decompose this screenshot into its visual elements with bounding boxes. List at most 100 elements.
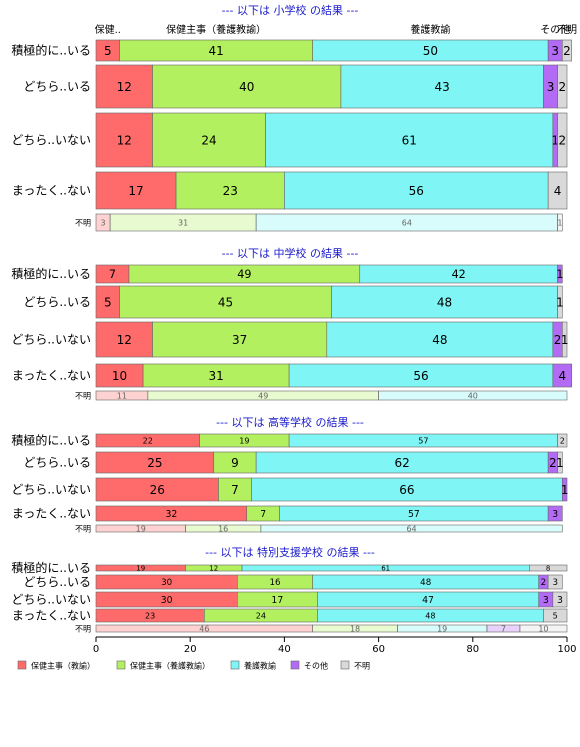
data-label: 40 <box>239 80 254 94</box>
data-label: 62 <box>395 456 410 470</box>
data-label: 43 <box>435 80 450 94</box>
data-label: 16 <box>218 524 228 533</box>
data-label: 32 <box>165 509 177 520</box>
data-label: 57 <box>418 436 428 445</box>
data-label: 2 <box>563 44 571 58</box>
data-label: 56 <box>409 184 424 198</box>
data-label: 2 <box>554 333 562 347</box>
panel-title: --- 以下は 高等学校 の結果 --- <box>216 415 364 429</box>
bar-segment <box>95 171 177 210</box>
data-label: 5 <box>553 611 558 620</box>
x-tick-label: 0 <box>93 644 99 655</box>
bar-segment <box>175 171 285 210</box>
data-label: 1 <box>561 483 569 497</box>
data-label: 23 <box>223 184 238 198</box>
data-label: 45 <box>218 295 233 309</box>
data-label: 2 <box>558 133 566 147</box>
data-label: 48 <box>432 333 447 347</box>
data-label: 24 <box>201 133 216 147</box>
legend-label: その他 <box>304 661 328 671</box>
data-label: 57 <box>408 509 420 520</box>
category-label: どちら..いる <box>23 80 91 94</box>
data-label: 4 <box>558 369 566 383</box>
data-label: 12 <box>209 565 218 573</box>
data-label: 3 <box>547 80 555 94</box>
bar-segment <box>326 321 554 358</box>
data-label: 1 <box>556 456 564 470</box>
bar-segment <box>561 39 573 62</box>
data-label: 5 <box>104 295 112 309</box>
category-label: どちら..いない <box>11 483 91 497</box>
bar-segment <box>378 390 568 401</box>
data-label: 56 <box>413 369 428 383</box>
bar-segment <box>519 624 568 633</box>
bar-segment <box>95 321 153 358</box>
category-label: 積極的に..いる <box>11 43 91 58</box>
data-label: 19 <box>437 624 447 633</box>
category-label: 不明 <box>75 625 91 634</box>
data-label: 7 <box>501 624 506 633</box>
data-label: 48 <box>425 611 435 620</box>
panel-title: --- 以下は 特別支援学校 の結果 --- <box>205 545 375 559</box>
category-label: まったく..ない <box>12 507 91 521</box>
category-label: 積極的に..いる <box>11 266 91 281</box>
data-label: 16 <box>269 578 280 588</box>
category-label: どちら..いない <box>11 593 91 607</box>
bar-segment <box>152 64 342 109</box>
data-label: 2 <box>549 456 557 470</box>
bar-segment <box>547 574 563 590</box>
data-label: 10 <box>112 369 127 383</box>
panel-title: --- 以下は 中学校 の結果 --- <box>222 246 359 260</box>
bar-segment <box>561 321 568 358</box>
top-segment-label: その他 <box>540 23 570 36</box>
top-segment-label: 養護教諭 <box>410 23 450 36</box>
data-label: 46 <box>199 624 209 633</box>
data-label: 2 <box>558 80 566 94</box>
data-label: 9 <box>231 456 239 470</box>
data-label: 19 <box>136 524 146 533</box>
legend-swatch <box>230 660 240 670</box>
data-label: 10 <box>538 624 548 633</box>
data-label: 3 <box>551 44 559 58</box>
bar-segment <box>557 433 568 448</box>
x-tick-label: 100 <box>557 644 576 655</box>
data-label: 5 <box>104 44 112 58</box>
category-label: まったく..ない <box>12 369 91 383</box>
bar-segment <box>547 171 568 210</box>
category-label: どちら..いる <box>23 456 91 470</box>
bar-segment <box>529 564 568 572</box>
legend-swatch <box>290 660 300 670</box>
category-label: 不明 <box>75 392 91 401</box>
data-label: 12 <box>117 133 132 147</box>
data-label: 1 <box>561 333 569 347</box>
category-label: どちら..いる <box>23 575 91 589</box>
data-label: 17 <box>271 595 283 606</box>
data-label: 40 <box>468 391 478 400</box>
data-label: 64 <box>402 218 412 227</box>
data-label: 25 <box>147 456 162 470</box>
bar-segment <box>557 451 563 474</box>
data-label: 7 <box>231 483 239 497</box>
data-label: 42 <box>452 268 466 281</box>
bar-segment <box>152 112 266 168</box>
top-segment-label: 保健主事（養護教諭） <box>166 23 266 36</box>
panel-title: --- 以下は 小学校 の結果 --- <box>222 3 359 17</box>
data-label: 30 <box>161 595 173 606</box>
legend-label: 不明 <box>354 662 370 671</box>
category-label: どちら..いる <box>23 295 91 309</box>
bar-segment <box>340 64 544 109</box>
data-label: 31 <box>208 369 223 383</box>
bar-segment <box>331 285 558 319</box>
data-label: 31 <box>178 218 188 227</box>
legend-swatch <box>340 660 350 670</box>
data-label: 66 <box>399 483 414 497</box>
data-label: 37 <box>232 333 247 347</box>
category-label: どちら..いない <box>11 133 91 147</box>
bar-segment <box>557 213 563 232</box>
data-label: 7 <box>260 509 266 520</box>
bar-segment <box>552 363 573 388</box>
data-label: 23 <box>145 611 155 620</box>
data-label: 2 <box>560 436 565 445</box>
data-label: 50 <box>423 44 438 58</box>
bar-segment <box>119 285 332 319</box>
